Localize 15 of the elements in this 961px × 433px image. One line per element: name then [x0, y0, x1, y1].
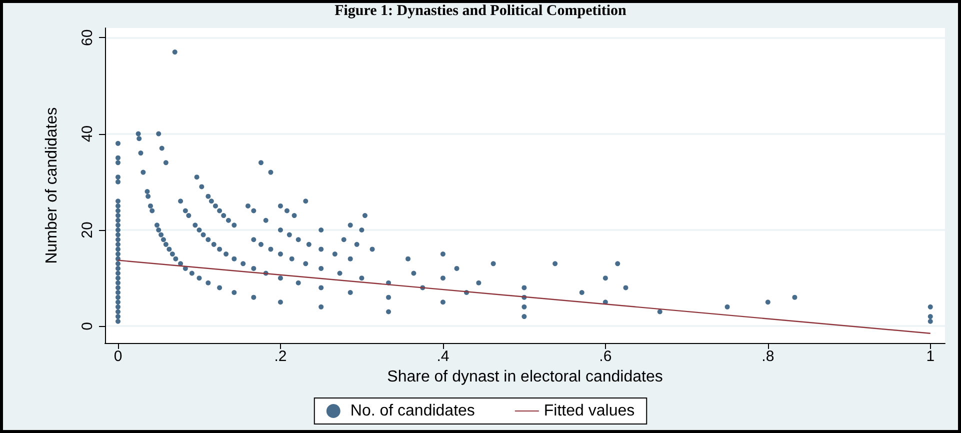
x-axis-title: Share of dynast in electoral candidates: [387, 368, 663, 386]
x-tick-label: .8: [762, 348, 774, 365]
chart-title: Figure 1: Dynasties and Political Competition: [334, 3, 628, 19]
x-tick-label: .2: [274, 348, 287, 365]
y-tick-label: 0: [79, 322, 96, 330]
y-tick-label: 20: [79, 222, 96, 238]
y-axis-title: Number of candidates: [44, 107, 60, 264]
x-tick-label: 1: [926, 348, 935, 365]
x-tick-label: 0: [114, 348, 122, 365]
y-tick-label: 60: [79, 29, 96, 46]
x-tick-label: .6: [599, 348, 612, 365]
legend-label: No. of candidates: [350, 402, 475, 420]
x-tick-label: .4: [436, 348, 450, 365]
legend-label: Fitted values: [544, 402, 635, 420]
y-tick-label: 40: [79, 125, 96, 142]
